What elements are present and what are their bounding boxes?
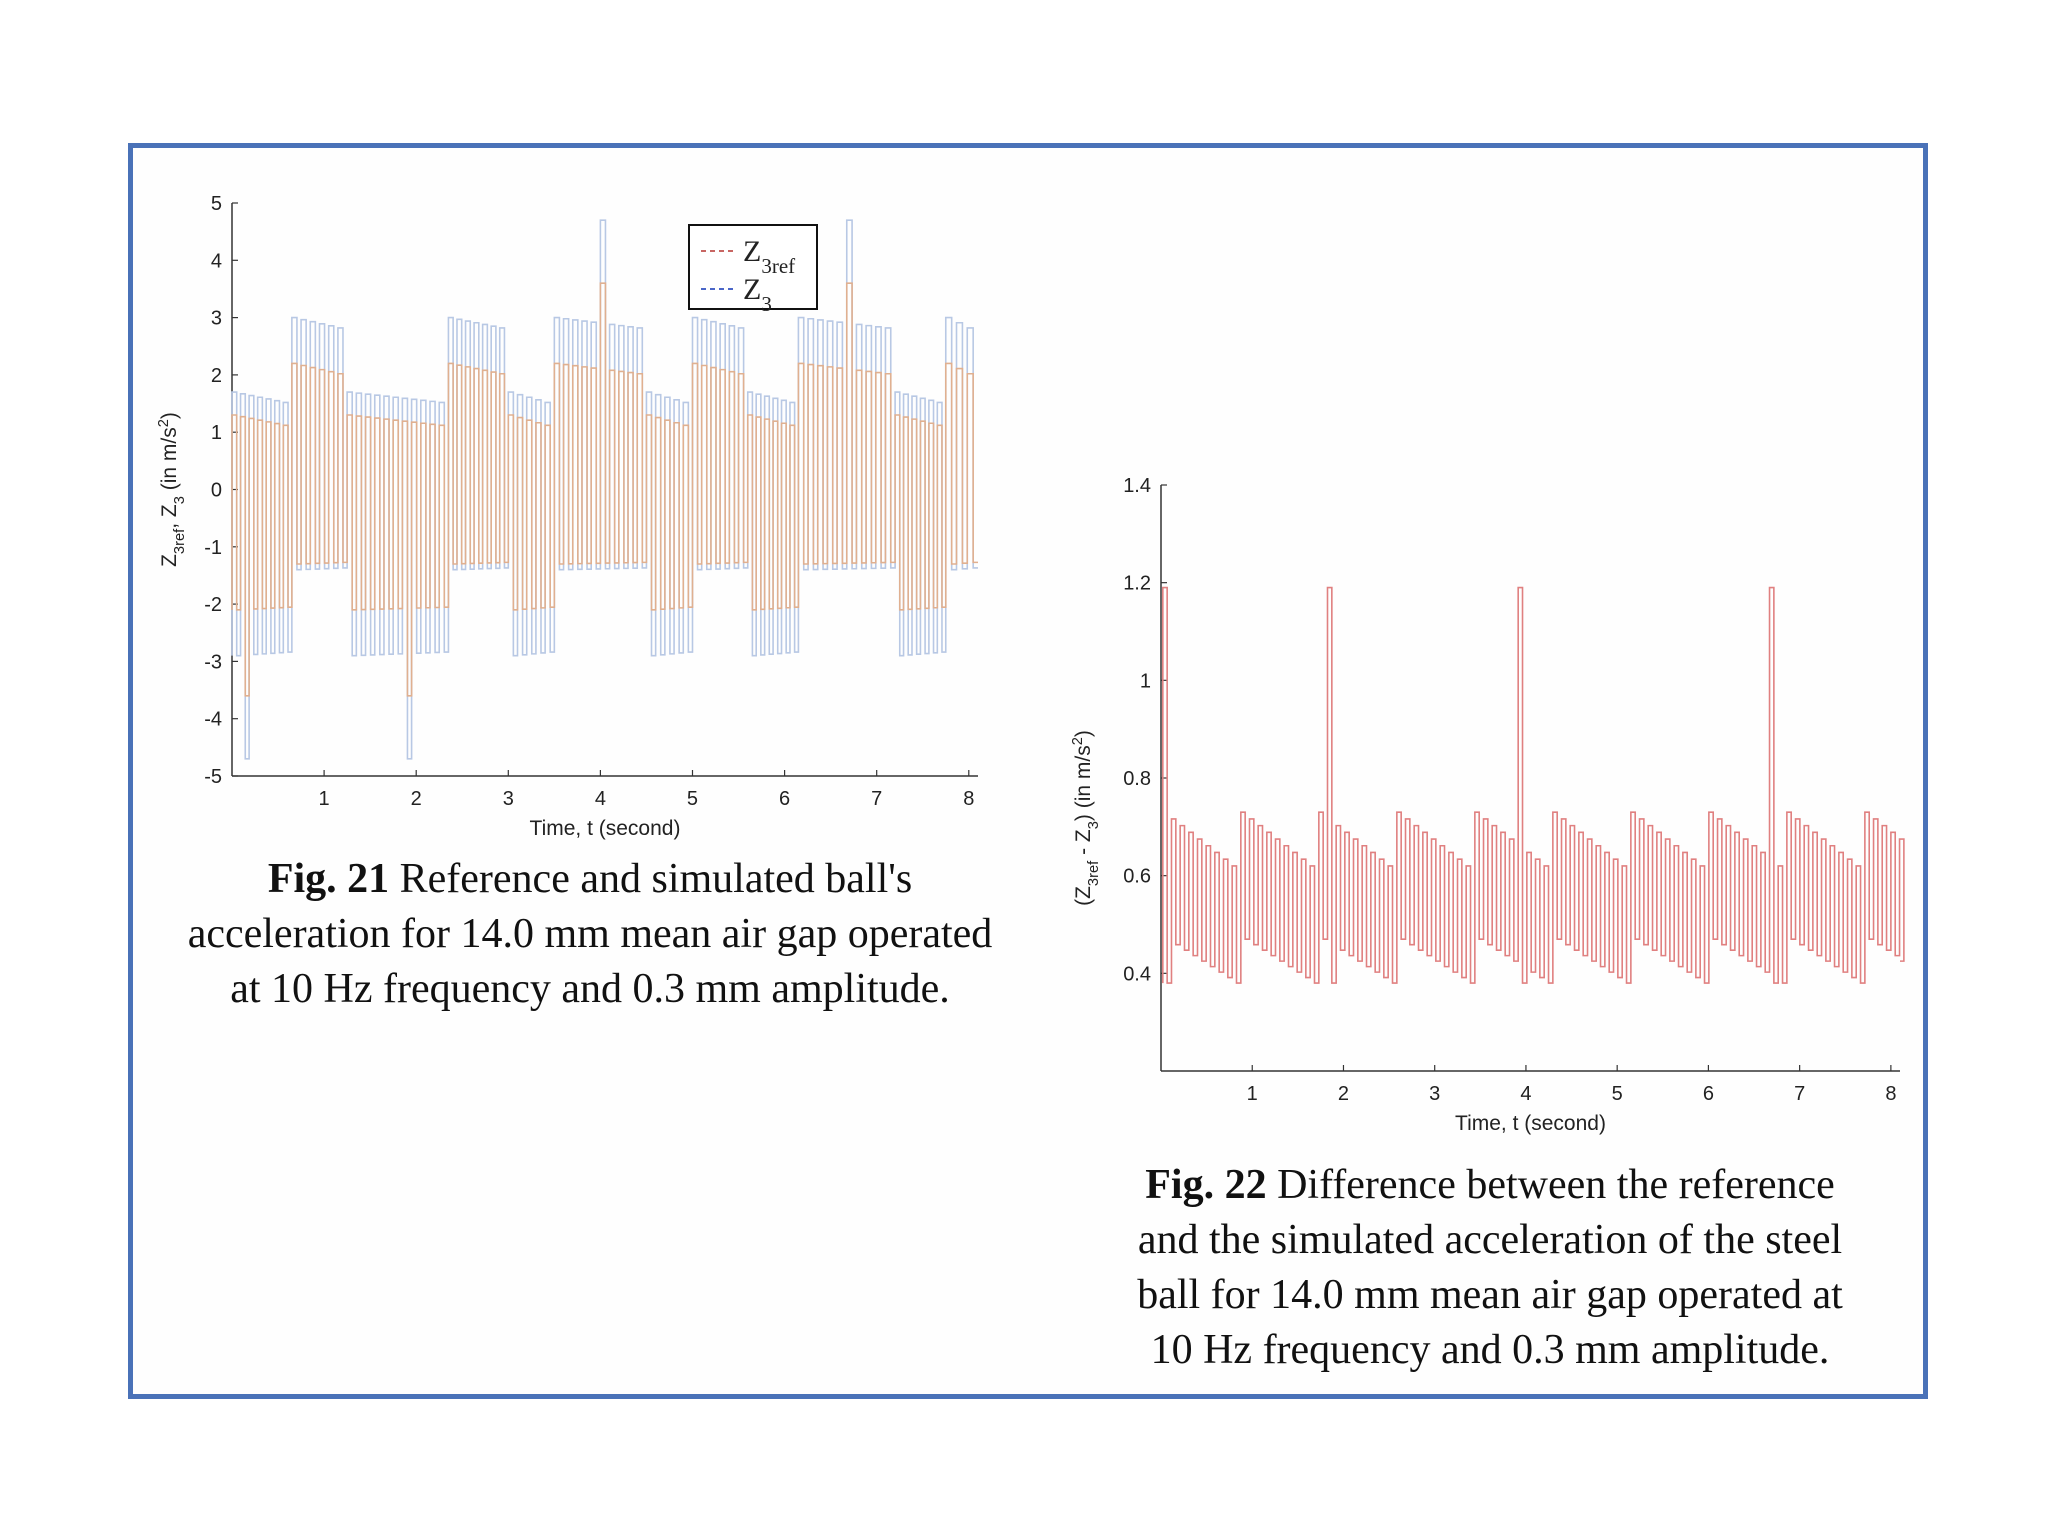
- fig21-x-tick-label: 4: [595, 788, 606, 810]
- fig22-x-tick-label: 1: [1247, 1083, 1258, 1105]
- fig21-x-tick-label: 7: [871, 788, 882, 810]
- series-difference-line: [1162, 586, 1905, 984]
- caption-fig22: Fig. 22 Difference between the reference…: [1070, 1158, 1910, 1378]
- fig22-y-tick-label: 0.6: [1123, 866, 1151, 888]
- fig22-x-tick-label: 5: [1612, 1083, 1623, 1105]
- caption-fig21-line3: at 10 Hz frequency and 0.3 mm amplitude.: [230, 966, 950, 1012]
- series-z3ref-line: [231, 282, 978, 697]
- fig22-y-tick-label: 1.2: [1123, 573, 1151, 595]
- fig21-y-tick-label: 2: [211, 365, 222, 387]
- fig21-y-tick-label: -3: [204, 651, 222, 673]
- caption-fig22-line1: Difference between the reference: [1277, 1162, 1835, 1208]
- caption-fig21-line2: acceleration for 14.0 mm mean air gap op…: [187, 911, 993, 957]
- caption-fig21-line1: Reference and simulated ball's: [399, 856, 913, 902]
- fig22-x-tick-label: 2: [1338, 1083, 1349, 1105]
- fig22-x-tick-label: 6: [1703, 1083, 1714, 1105]
- fig21-y-tick-label: -2: [204, 594, 222, 616]
- caption-fig22-line2: and the simulated acceleration of the st…: [1137, 1217, 1843, 1263]
- fig21-y-tick-label: 1: [211, 422, 222, 444]
- fig21-x-tick-label: 1: [319, 788, 330, 810]
- fig21-y-tick-label: -4: [204, 709, 222, 731]
- fig22-y-axis-title: (Z3ref - Z3) (in m/s2): [1070, 730, 1102, 906]
- fig21-y-tick-label: -1: [204, 537, 222, 559]
- caption-fig22-line3: ball for 14.0 mm mean air gap operated a…: [1137, 1272, 1843, 1318]
- legend-label-z3: Z3: [743, 273, 772, 316]
- fig21-x-tick-label: 5: [687, 788, 698, 810]
- caption-fig21-label: Fig. 21: [267, 856, 390, 902]
- legend-box: [688, 224, 818, 310]
- fig21-y-axis-title: Z3ref, Z3 (in m/s2): [156, 412, 188, 567]
- fig21-y-tick-label: -5: [204, 766, 222, 788]
- fig21-x-tick-label: 3: [503, 788, 514, 810]
- fig21-y-tick-label: 5: [211, 193, 222, 215]
- fig22-x-axis-title: Time, t (second): [1455, 1112, 1606, 1135]
- legend-label-z3ref: Z3ref: [743, 235, 795, 278]
- caption-fig21: Fig. 21 Reference and simulated ball's a…: [130, 852, 1050, 1017]
- fig22-x-tick-label: 7: [1794, 1083, 1805, 1105]
- fig22-x-tick-label: 8: [1885, 1083, 1896, 1105]
- fig21-x-tick-label: 2: [411, 788, 422, 810]
- fig22-y-tick-label: 0.4: [1123, 963, 1151, 985]
- caption-fig22-line4: 10 Hz frequency and 0.3 mm amplitude.: [1150, 1327, 1830, 1373]
- fig21-y-tick-label: 0: [211, 480, 222, 502]
- figure-frame: [128, 143, 1928, 1399]
- fig22-y-tick-label: 0.8: [1123, 768, 1151, 790]
- fig22-x-tick-label: 4: [1520, 1083, 1531, 1105]
- caption-fig22-label: Fig. 22: [1145, 1162, 1267, 1208]
- fig22-y-tick-label: 1: [1140, 670, 1151, 692]
- fig21-y-tick-label: 4: [211, 250, 222, 272]
- fig21-x-axis-title: Time, t (second): [530, 817, 681, 840]
- fig22-y-tick-label: 1.4: [1123, 475, 1151, 497]
- fig22-x-tick-label: 3: [1429, 1083, 1440, 1105]
- fig21-x-tick-label: 8: [963, 788, 974, 810]
- fig21-x-tick-label: 6: [779, 788, 790, 810]
- fig21-y-tick-label: 3: [211, 308, 222, 330]
